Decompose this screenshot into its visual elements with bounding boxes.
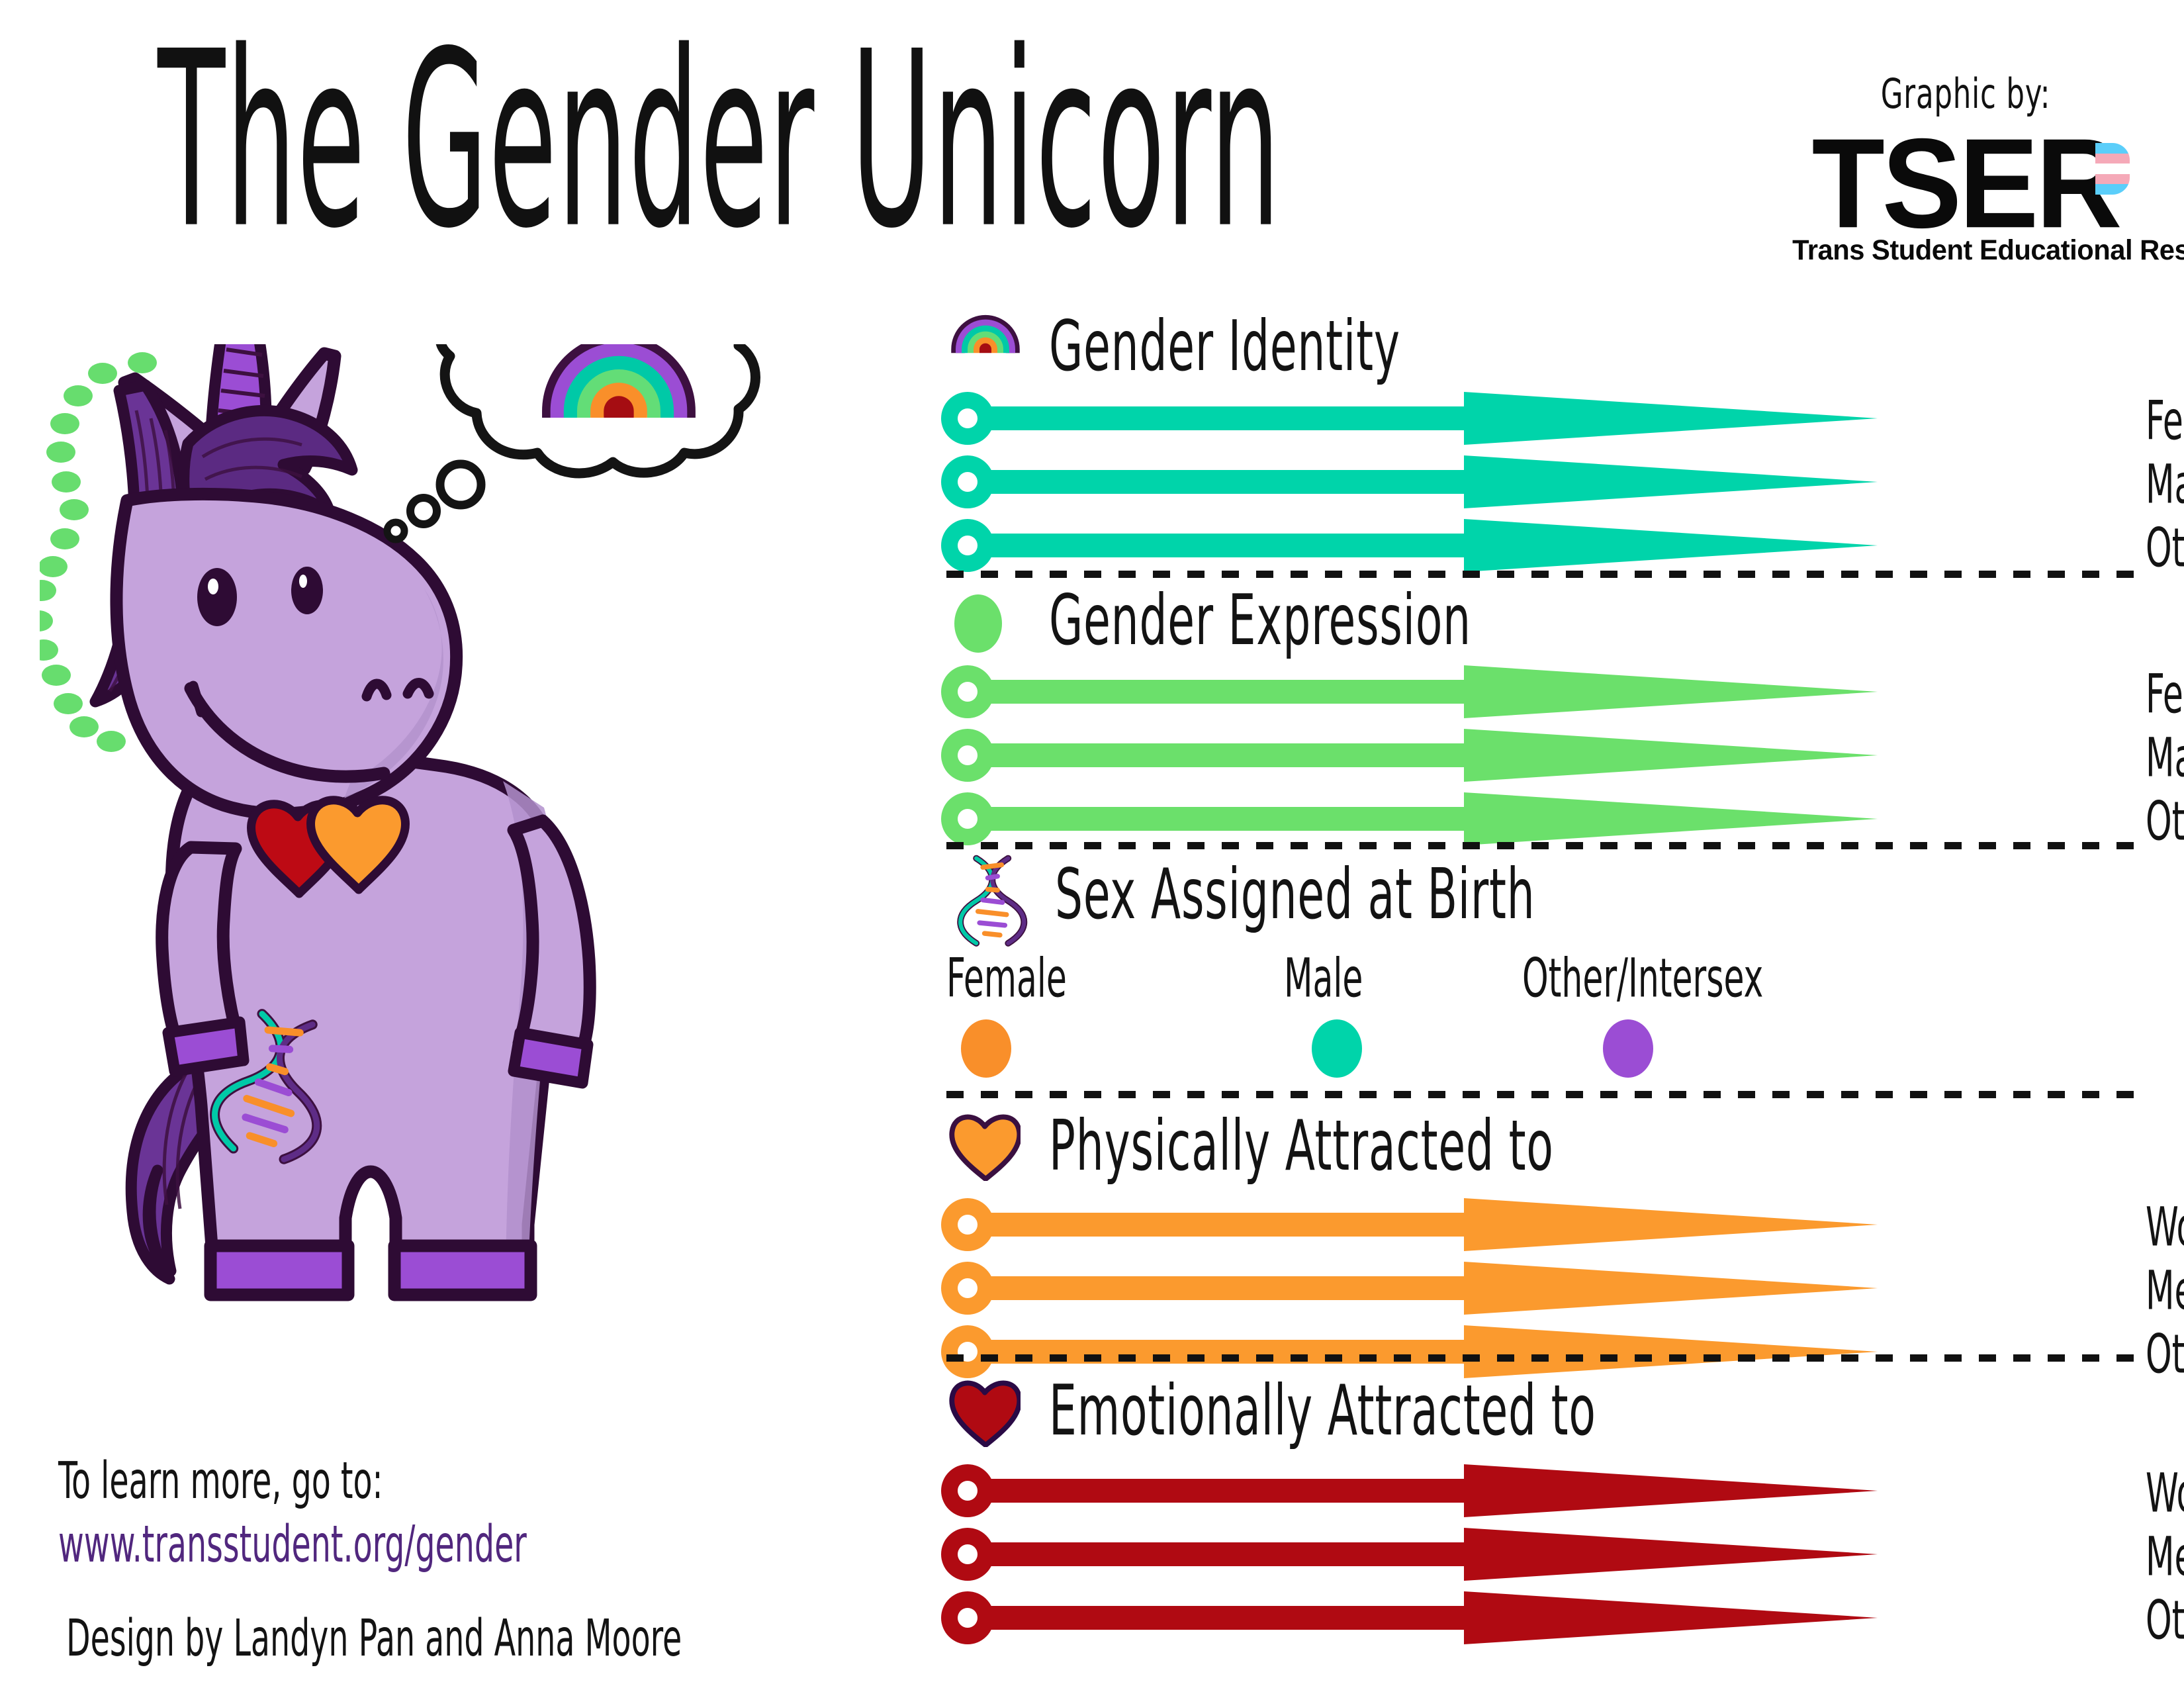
arrow-label: Other Gender(s) bbox=[2146, 1589, 2184, 1652]
arrow-shaft bbox=[979, 680, 1469, 704]
arrow-head bbox=[1464, 792, 1878, 845]
arrow-shaft bbox=[979, 1479, 1469, 1503]
dna-icon bbox=[950, 853, 1032, 951]
arrow-row[interactable]: Women bbox=[941, 1196, 2184, 1258]
arrow-shaft bbox=[979, 807, 1469, 831]
arrow-label: Women bbox=[2146, 1462, 2184, 1525]
thought-bubble bbox=[383, 344, 760, 543]
arrow-shaft bbox=[979, 534, 1469, 557]
unicorn-leg-cuffs bbox=[204, 1239, 537, 1301]
arrow-shaft bbox=[979, 1276, 1469, 1300]
arrow-row[interactable]: Female/Woman/Girl bbox=[941, 389, 2184, 452]
design-credit: Design by Landyn Pan and Anna Moore bbox=[66, 1609, 682, 1668]
arrow-head bbox=[1464, 1198, 1878, 1251]
arrow-head bbox=[1464, 519, 1878, 572]
sab-option-dot[interactable] bbox=[1603, 1019, 1653, 1078]
section-heading-gender-expression: Gender Expression bbox=[1049, 580, 1471, 661]
rainbow-icon bbox=[950, 311, 1021, 356]
sab-option-label: Other/Intersex bbox=[1522, 947, 1764, 1010]
arrow-label: Other Gender(s) bbox=[2146, 516, 2184, 580]
section-divider bbox=[946, 842, 2138, 849]
arrow-head bbox=[1464, 729, 1878, 782]
graphic-by-label: Graphic by: bbox=[1880, 70, 2051, 118]
arrow-knob[interactable] bbox=[941, 392, 994, 445]
page-title: The Gender Unicorn bbox=[158, 0, 1281, 282]
arrow-label: Other bbox=[2146, 790, 2184, 853]
section-heading-emotionally-attracted-to: Emotionally Attracted to bbox=[1049, 1370, 1596, 1451]
arrow-row[interactable]: Other Gender(s) bbox=[941, 516, 2184, 579]
arrow-row[interactable]: Men bbox=[941, 1259, 2184, 1322]
section-divider bbox=[946, 1354, 2138, 1362]
arrow-shaft bbox=[979, 1213, 1469, 1237]
arrow-label: Female/Woman/Girl bbox=[2146, 389, 2184, 453]
orange-heart-icon bbox=[949, 1111, 1021, 1181]
green-circle-icon bbox=[954, 594, 1002, 653]
arrow-head bbox=[1464, 1464, 1878, 1517]
sab-option-other-intersex[interactable]: Other/Intersex bbox=[1522, 947, 1823, 1078]
tser-wordmark: TSER bbox=[1811, 112, 2122, 255]
section-heading-physically-attracted-to: Physically Attracted to bbox=[1049, 1105, 1554, 1186]
arrow-shaft bbox=[979, 1606, 1469, 1630]
arrow-shaft bbox=[979, 743, 1469, 767]
tser-wordmark-wrap: TSER bbox=[1787, 120, 2144, 248]
arrow-knob[interactable] bbox=[941, 455, 994, 508]
learn-more-label: To learn more, go to: bbox=[58, 1451, 383, 1511]
arrow-head bbox=[1464, 392, 1878, 445]
arrow-head bbox=[1464, 455, 1878, 508]
arrow-head bbox=[1464, 665, 1878, 718]
arrow-row[interactable]: Other Gender(s) bbox=[941, 1589, 2184, 1652]
arrow-label: Masculine bbox=[2146, 726, 2184, 790]
arrow-row[interactable]: Women bbox=[941, 1462, 2184, 1524]
arrow-head bbox=[1464, 1591, 1878, 1644]
unicorn-right-arm bbox=[507, 814, 596, 1089]
arrow-shaft bbox=[979, 1542, 1469, 1566]
arrow-knob[interactable] bbox=[941, 1464, 994, 1517]
arrow-row[interactable]: Male/Man/Boy bbox=[941, 453, 2184, 516]
section-divider bbox=[946, 1091, 2138, 1098]
arrow-row[interactable]: Masculine bbox=[941, 726, 2184, 789]
gender-unicorn-mascot bbox=[40, 344, 900, 1350]
arrow-row[interactable]: Other bbox=[941, 790, 2184, 853]
arrow-label: Women bbox=[2146, 1196, 2184, 1259]
section-heading-gender-identity: Gender Identity bbox=[1049, 306, 1400, 387]
sab-option-male[interactable]: Male bbox=[1284, 947, 1383, 1078]
arrow-shaft bbox=[979, 406, 1469, 430]
arrow-head bbox=[1464, 1325, 1878, 1378]
arrow-label: Men bbox=[2146, 1259, 2184, 1323]
tser-subtitle: Trans Student Educational Resources bbox=[1792, 234, 2184, 266]
unicorn-left-arm bbox=[156, 841, 250, 1077]
arrow-head bbox=[1464, 1528, 1878, 1581]
transstudent-url-link[interactable]: www.transstudent.org/gender bbox=[58, 1515, 527, 1574]
arrow-label: Feminine bbox=[2146, 663, 2184, 726]
green-dot-arc bbox=[40, 352, 157, 752]
sab-option-dot[interactable] bbox=[961, 1019, 1011, 1078]
red-heart-icon bbox=[949, 1377, 1021, 1447]
two-hearts-icon bbox=[247, 796, 410, 898]
sab-option-label: Male bbox=[1284, 947, 1363, 1010]
arrow-row[interactable]: Men bbox=[941, 1525, 2184, 1588]
unicorn-head bbox=[89, 344, 463, 820]
arrow-label: Male/Man/Boy bbox=[2146, 453, 2184, 516]
sab-option-label: Female bbox=[946, 947, 1067, 1010]
arrow-label: Men bbox=[2146, 1525, 2184, 1589]
sab-option-female[interactable]: Female bbox=[946, 947, 1097, 1078]
arrow-shaft bbox=[979, 470, 1469, 494]
arrow-head bbox=[1464, 1262, 1878, 1315]
tser-logo-block: Graphic by: TSER Trans Student Education… bbox=[1787, 70, 2184, 267]
section-heading-sex-assigned-at-birth: Sex Assigned at Birth bbox=[1055, 854, 1535, 935]
section-divider bbox=[946, 571, 2138, 578]
trans-flag-icon bbox=[2095, 143, 2130, 195]
arrow-row[interactable]: Feminine bbox=[941, 663, 2184, 726]
sab-option-dot[interactable] bbox=[1312, 1019, 1362, 1078]
arrow-label: Other Gender(s) bbox=[2146, 1323, 2184, 1386]
